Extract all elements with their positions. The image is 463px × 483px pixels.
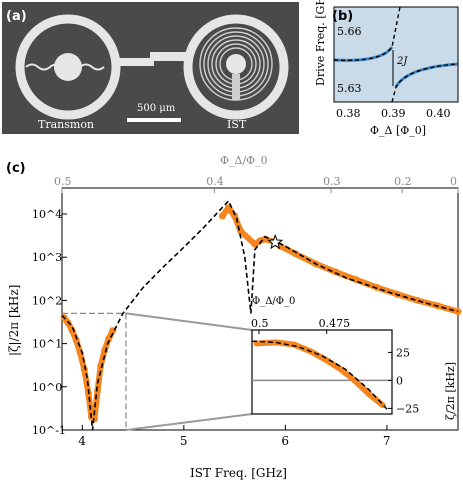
ist-lead	[232, 74, 240, 100]
measured-point	[251, 240, 259, 248]
measured-point	[231, 212, 239, 220]
panel-b-plot: 2J (b) 5.66 5.63 0.38 0.39 0.40 Φ_Δ [Φ_0…	[314, 0, 459, 137]
measured-segment	[353, 276, 380, 291]
ist-outer-ring	[183, 14, 289, 120]
coupler-bar-left	[116, 58, 154, 66]
measured-point	[413, 296, 421, 304]
scale-bar-label: 500 μm	[137, 103, 176, 114]
transmon-outer-ring	[15, 14, 121, 120]
inset-y-tick-label: −25	[396, 402, 419, 415]
zoom-connector-top	[125, 312, 253, 331]
x-tick-label: 7	[383, 434, 391, 448]
panel-b-xlabel: Φ_Δ [Φ_0]	[370, 124, 426, 137]
theory-upper	[333, 6, 401, 62]
measured-point	[80, 366, 88, 374]
measured-point	[292, 250, 300, 258]
inset-theory-curve	[251, 340, 388, 411]
inset-measured-segment	[365, 390, 386, 409]
x-tick-label: 4	[78, 434, 86, 448]
panel-a-label: (a)	[6, 9, 27, 24]
top-tick-label: 0.5	[54, 175, 72, 188]
measured-point	[94, 387, 102, 395]
panel-b-ylabel: Drive Freq. [GHz]	[314, 0, 327, 86]
y-tick-label: 10^1	[32, 338, 62, 351]
zoom-connector-bottom	[125, 413, 253, 431]
theory-lower	[391, 63, 459, 103]
inset-top-xlabel: Φ_Δ/Φ_0	[252, 296, 295, 307]
panel-c-label: (c)	[6, 161, 26, 176]
panel-b-frame	[333, 6, 459, 103]
x-tick-label: 6	[281, 434, 289, 448]
inset-measured-segment	[351, 377, 372, 397]
inset-y-tick-label: 25	[396, 346, 410, 359]
panel-a-micrograph: (a) Transmon IST 500 μm	[2, 2, 299, 134]
measured-segment	[434, 302, 461, 315]
transmon-label: Transmon	[38, 118, 94, 131]
scale-bar	[127, 118, 181, 122]
measured-segment	[373, 284, 401, 298]
main-plot-area: 4 5 6 7 0.5 0.4 0.3 0.2 0 10^4 10^3 10^2 10^1 10^0 10^…	[32, 175, 462, 448]
y-tick-label: 10^4	[32, 208, 62, 221]
panel-b-xtick-2: 0.39	[381, 107, 406, 120]
gap-label: 2J	[396, 56, 408, 67]
star-marker	[267, 233, 284, 250]
inset-y-tick-label: 0	[396, 374, 403, 387]
panel-c-ylabel: |ζ|/2π [kHz]	[7, 285, 21, 356]
panel-b-ytick-1: 5.66	[337, 25, 362, 38]
coupler-bar-right	[150, 52, 190, 61]
ist-center-pad	[226, 54, 246, 74]
measured-segment	[312, 260, 340, 276]
panel-b-xtick-3: 0.40	[426, 107, 451, 120]
top-tick-label: 0.3	[323, 175, 341, 188]
measured-point	[218, 212, 226, 220]
measured-point	[72, 336, 80, 344]
panel-c-plot: (c) Φ_Δ/Φ_0 4 5 6 7 0.5 0.4 0.3 0.2 0 10^4 10^3 10^…	[6, 154, 462, 480]
y-tick-label: 10^3	[32, 251, 62, 264]
x-tick-label: 5	[180, 434, 188, 448]
ist-label: IST	[227, 118, 247, 131]
panel-c-top-xlabel: Φ_Δ/Φ_0	[220, 154, 268, 167]
measured-point	[454, 308, 462, 316]
inset-measured-segment	[307, 348, 330, 364]
transmon-inner-pad	[54, 53, 82, 81]
panel-c-xlabel: IST Freq. [GHz]	[190, 466, 287, 480]
y-tick-label: 10^0	[32, 381, 62, 394]
inset-ylabel: ζ/2π [kHz]	[444, 362, 457, 420]
transmon-junction-left	[25, 63, 63, 71]
measured-segment	[91, 387, 101, 422]
panel-b-xtick-1: 0.38	[336, 107, 361, 120]
measured-segment	[292, 250, 319, 267]
top-tick-label: 0	[450, 175, 457, 188]
inset-top-tick-label: 0.5	[251, 317, 269, 330]
measured-segment	[94, 363, 104, 394]
y-tick-label: 10^2	[32, 294, 62, 307]
top-tick-label: 0.4	[206, 175, 224, 188]
transmon-junction-right	[79, 63, 105, 71]
panel-b-label: (b)	[332, 9, 353, 24]
theory-curve	[61, 199, 459, 431]
inset-top-tick-label: 0.475	[319, 317, 351, 330]
y-tick-label: 10^-1	[32, 424, 66, 437]
measured-segment	[333, 269, 360, 283]
top-tick-label: 0.2	[394, 175, 412, 188]
panel-b-ytick-2: 5.63	[337, 82, 362, 95]
